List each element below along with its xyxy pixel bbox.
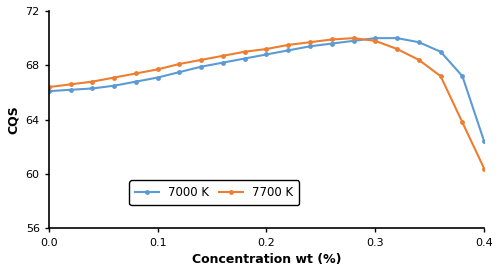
7000 K	[90, 87, 96, 90]
7700 K	[394, 48, 400, 51]
7000 K	[307, 45, 313, 48]
7700 K	[285, 43, 291, 47]
Line: 7000 K: 7000 K	[46, 36, 486, 144]
Legend: 7000 K, 7700 K: 7000 K, 7700 K	[130, 180, 299, 205]
7000 K	[460, 75, 466, 78]
7000 K	[264, 53, 270, 56]
7700 K	[242, 50, 248, 53]
7700 K	[154, 68, 160, 71]
7700 K	[481, 167, 487, 170]
7700 K	[46, 85, 52, 89]
7000 K	[416, 41, 422, 44]
7700 K	[133, 72, 139, 75]
7700 K	[372, 39, 378, 43]
7700 K	[90, 80, 96, 83]
7000 K	[46, 90, 52, 93]
X-axis label: Concentration wt (%): Concentration wt (%)	[192, 253, 341, 266]
7000 K	[111, 84, 117, 87]
7700 K	[416, 58, 422, 61]
Y-axis label: CQS: CQS	[7, 105, 20, 134]
7000 K	[154, 76, 160, 79]
7700 K	[329, 38, 335, 41]
7700 K	[460, 121, 466, 124]
7700 K	[111, 76, 117, 79]
7700 K	[307, 41, 313, 44]
7700 K	[350, 37, 356, 40]
7000 K	[481, 140, 487, 143]
7000 K	[220, 61, 226, 64]
7700 K	[220, 54, 226, 57]
7000 K	[198, 65, 204, 68]
7000 K	[329, 42, 335, 45]
7000 K	[350, 39, 356, 43]
7000 K	[242, 57, 248, 60]
7700 K	[264, 48, 270, 51]
7700 K	[438, 75, 444, 78]
7000 K	[176, 70, 182, 74]
7700 K	[68, 83, 73, 86]
7700 K	[198, 58, 204, 61]
7000 K	[285, 49, 291, 52]
Line: 7700 K: 7700 K	[46, 36, 486, 171]
7000 K	[133, 80, 139, 83]
7000 K	[394, 37, 400, 40]
7700 K	[176, 62, 182, 66]
7000 K	[438, 50, 444, 53]
7000 K	[372, 37, 378, 40]
7000 K	[68, 88, 73, 91]
